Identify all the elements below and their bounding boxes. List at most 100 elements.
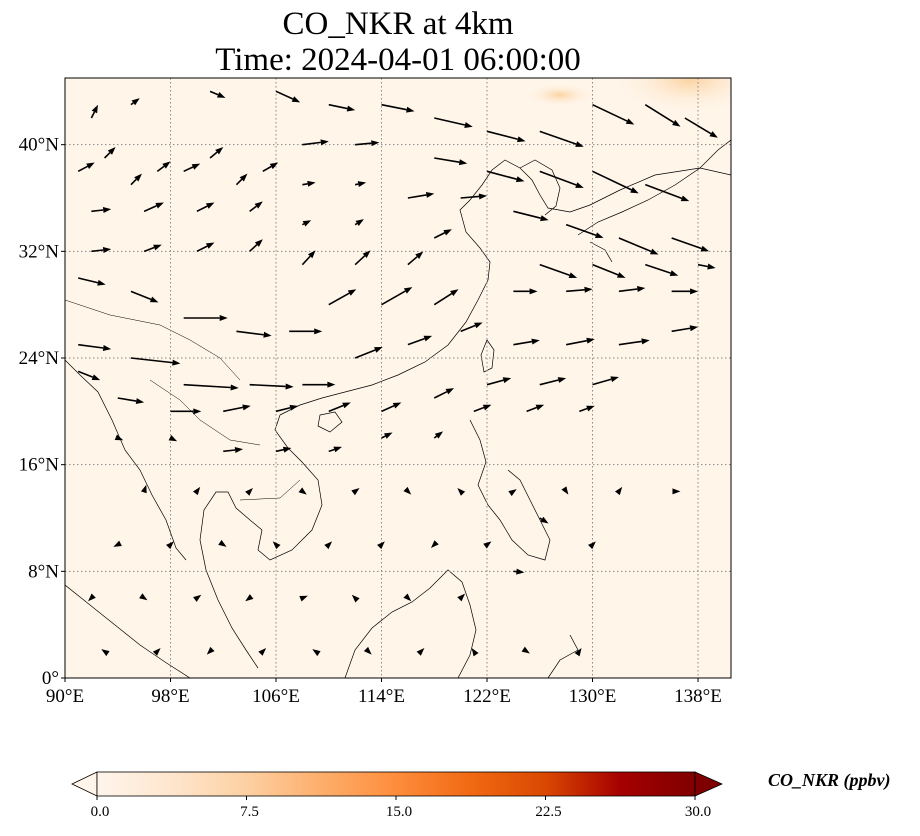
wind-arrow	[289, 328, 323, 335]
wind-arrow	[672, 488, 681, 495]
wind-arrow	[592, 170, 639, 194]
colorbar-tick-label: 15.0	[386, 804, 412, 820]
wind-arrow	[298, 487, 307, 495]
lon-tick-label: 90°E	[46, 686, 84, 707]
wind-arrow	[407, 335, 433, 346]
wind-arrow	[302, 139, 329, 146]
wind-arrow	[403, 593, 412, 602]
wind-arrow	[671, 237, 710, 252]
lat-tick-label: 0°	[42, 668, 59, 689]
wind-arrow	[579, 405, 595, 413]
wind-arrow	[521, 646, 530, 654]
wind-arrow	[483, 541, 492, 549]
wind-arrow	[473, 404, 492, 413]
wind-arrow	[209, 90, 226, 98]
wind-arrow	[381, 103, 415, 113]
wind-arrow	[206, 646, 215, 655]
wind-arrow	[249, 201, 263, 212]
wind-arrow	[592, 376, 619, 386]
wind-arrow	[156, 161, 171, 172]
wind-arrow	[152, 648, 161, 656]
wind-arrow	[328, 289, 357, 306]
title-line-1: CO_NKR at 4km	[282, 6, 514, 42]
colorbar-gradient	[96, 771, 696, 797]
wind-arrow	[434, 117, 473, 128]
wind-arrow	[513, 338, 540, 346]
wind-arrow	[245, 488, 253, 496]
wind-arrow	[618, 237, 659, 255]
wind-arrow	[539, 377, 567, 386]
map-frame	[64, 77, 732, 679]
colorbar-tick-label: 7.5	[240, 804, 259, 820]
latitude-tick-labels: 0° 8°N 16°N 24°N 32°N 40°N	[19, 135, 65, 689]
wind-arrow	[403, 486, 412, 495]
colorbar-tick-label: 0.0	[91, 804, 110, 820]
wind-arrow	[117, 397, 145, 405]
wind-arrow	[139, 593, 148, 601]
wind-arrow	[486, 130, 526, 143]
lat-tick-label: 24°N	[19, 348, 60, 369]
wind-arrow	[433, 431, 444, 439]
wind-arrow	[183, 315, 228, 321]
wind-arrow	[381, 287, 413, 306]
wind-arrow	[223, 447, 244, 453]
colorbar-ticks: 0.0 7.5 15.0 22.5 30.0	[91, 796, 711, 820]
wind-arrow	[471, 648, 479, 657]
wind-arrow	[209, 147, 224, 159]
wind-arrow	[486, 170, 525, 183]
wind-arrow	[236, 330, 272, 338]
colorbar-extend-min	[71, 771, 98, 797]
colorbar: 0.0 7.5 15.0 22.5 30.0	[71, 771, 723, 820]
wind-arrow	[196, 242, 215, 253]
colorbar-tick-label: 22.5	[535, 804, 561, 820]
coastline-japan	[577, 139, 731, 263]
lat-tick-label: 8°N	[28, 561, 59, 582]
wind-arrow	[113, 540, 122, 547]
wind-arrow	[223, 404, 251, 413]
colorbar-tick-label: 30.0	[685, 804, 711, 820]
wind-arrow	[592, 103, 635, 125]
lat-tick-label: 32°N	[19, 241, 60, 262]
wind-arrow	[351, 488, 360, 496]
border-lines	[65, 299, 301, 501]
wind-arrow	[183, 163, 201, 173]
lon-tick-label: 98°E	[151, 686, 189, 707]
coastline-sulawesi	[547, 634, 579, 678]
wind-arrow	[90, 104, 98, 119]
wind-arrow	[671, 288, 699, 295]
wind-arrow	[539, 130, 584, 147]
wind-arrow	[77, 162, 95, 173]
wind-arrow	[91, 207, 112, 213]
wind-arrow	[301, 250, 316, 266]
wind-arrow	[354, 219, 364, 226]
lon-tick-label: 130°E	[569, 686, 617, 707]
wind-arrow	[508, 489, 517, 497]
wind-arrow	[130, 357, 181, 366]
wind-arrow	[114, 434, 124, 441]
lon-tick-label: 122°E	[463, 686, 511, 707]
wind-arrow	[218, 539, 227, 547]
wind-arrow	[140, 484, 147, 494]
wind-arrow	[299, 595, 308, 602]
wind-arrow	[258, 648, 267, 656]
coastline-east-asia	[279, 159, 731, 416]
wind-arrow	[78, 277, 106, 286]
coastline-indochina	[199, 414, 323, 669]
high-concentration-patch	[610, 78, 731, 115]
wind-arrow	[328, 103, 356, 112]
wind-arrow	[645, 263, 679, 276]
wind-arrow	[416, 648, 425, 656]
wind-arrow	[249, 239, 263, 252]
wind-arrow	[103, 147, 116, 159]
concentration-field	[65, 78, 731, 678]
wind-arrow	[618, 286, 646, 293]
wind-arrow	[565, 337, 595, 346]
wind-arrow	[354, 250, 371, 266]
wind-arrow	[245, 594, 254, 602]
wind-arrow	[684, 117, 718, 138]
wind-arrow	[354, 181, 367, 187]
wind-arrow	[433, 229, 452, 239]
coastline-hainan	[317, 411, 343, 433]
wind-arrow	[363, 646, 372, 655]
wind-arrow	[513, 210, 549, 222]
